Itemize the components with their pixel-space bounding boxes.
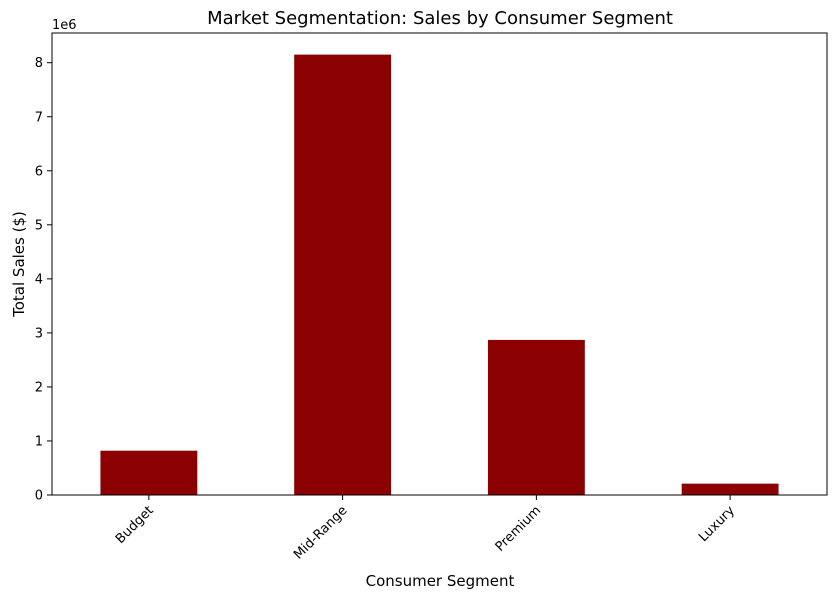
- bar-mid-range: [294, 54, 392, 495]
- y-tick-label: 3: [35, 326, 43, 341]
- chart-title: Market Segmentation: Sales by Consumer S…: [207, 8, 673, 29]
- y-tick-label: 4: [35, 272, 43, 287]
- x-tick-label: Mid-Range: [291, 503, 350, 562]
- y-axis-label: Total Sales ($): [10, 211, 28, 318]
- bars-group: [100, 54, 779, 495]
- x-tick-label: Premium: [493, 503, 545, 555]
- y-axis-ticks: 0 1 2 3 4 5 6 7 8: [35, 56, 52, 504]
- x-axis-label: Consumer Segment: [366, 572, 515, 590]
- y-tick-label: 6: [35, 164, 43, 179]
- y-tick-label: 1: [35, 434, 43, 449]
- y-tick-label: 2: [35, 380, 43, 395]
- y-tick-label: 0: [35, 489, 43, 504]
- y-tick-label: 5: [35, 218, 43, 233]
- y-axis-offset-label: 1e6: [52, 18, 77, 33]
- y-tick-label: 7: [35, 110, 43, 125]
- x-axis-ticks: Budget Mid-Range Premium Luxury: [113, 495, 738, 563]
- x-tick-label: Budget: [113, 503, 157, 547]
- bar-budget: [100, 450, 198, 495]
- x-tick-label: Luxury: [696, 503, 738, 545]
- y-tick-label: 8: [35, 56, 43, 71]
- plot-frame: [51, 32, 828, 496]
- bar-luxury: [681, 483, 779, 495]
- bar-premium: [487, 339, 585, 495]
